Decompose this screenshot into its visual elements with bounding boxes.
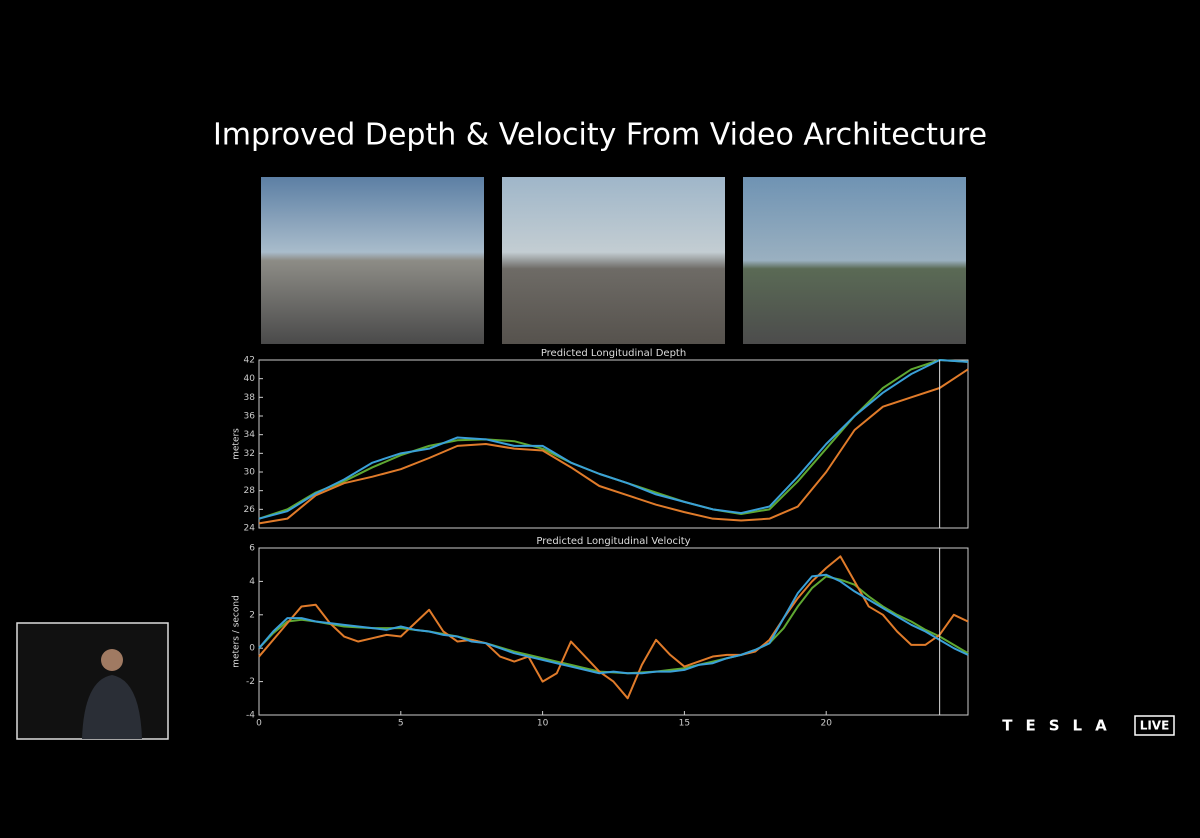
y-tick-label: 0 (249, 644, 255, 654)
speaker (101, 649, 123, 671)
y-axis-label: meters (232, 428, 242, 460)
y-tick-label: 6 (249, 544, 255, 554)
series-line (258, 368, 969, 525)
series-line (258, 359, 969, 520)
plot-frame (258, 359, 969, 529)
y-tick-label: 2 (249, 610, 255, 620)
live-badge-text: LIVE (1140, 719, 1170, 733)
y-tick-label: -2 (246, 677, 255, 687)
x-tick-label: 5 (398, 719, 404, 729)
y-tick-label: -4 (246, 711, 255, 721)
plot-frame (258, 547, 969, 716)
y-tick-label: 34 (244, 430, 256, 440)
y-tick-label: 26 (244, 505, 256, 515)
y-tick-label: 30 (244, 468, 256, 478)
camera-view (502, 177, 725, 344)
y-tick-label: 4 (249, 577, 255, 587)
y-tick-label: 42 (244, 356, 255, 366)
y-tick-label: 38 (244, 393, 256, 403)
speaker (82, 675, 142, 739)
chart-title: Predicted Longitudinal Velocity (536, 536, 690, 547)
series-line (258, 575, 969, 675)
series-line (258, 573, 969, 675)
live-badge (1134, 715, 1175, 736)
camera-view (261, 177, 484, 344)
y-tick-label: 36 (244, 412, 256, 422)
x-tick-label: 20 (820, 719, 832, 729)
y-axis-label: meters / second (232, 595, 242, 668)
camera-view (743, 177, 966, 344)
series-line (258, 555, 969, 700)
brand-logo: TESLA (1002, 717, 1119, 735)
y-tick-label: 32 (244, 449, 255, 459)
chart-title: Predicted Longitudinal Depth (541, 348, 686, 359)
y-tick-label: 28 (244, 486, 256, 496)
series-line (258, 359, 969, 520)
y-tick-label: 40 (244, 374, 256, 384)
x-tick-label: 15 (679, 719, 690, 729)
x-tick-label: 10 (537, 719, 549, 729)
slide-title: Improved Depth & Velocity From Video Arc… (213, 118, 987, 153)
y-tick-label: 24 (244, 524, 256, 534)
x-tick-label: 0 (256, 719, 262, 729)
